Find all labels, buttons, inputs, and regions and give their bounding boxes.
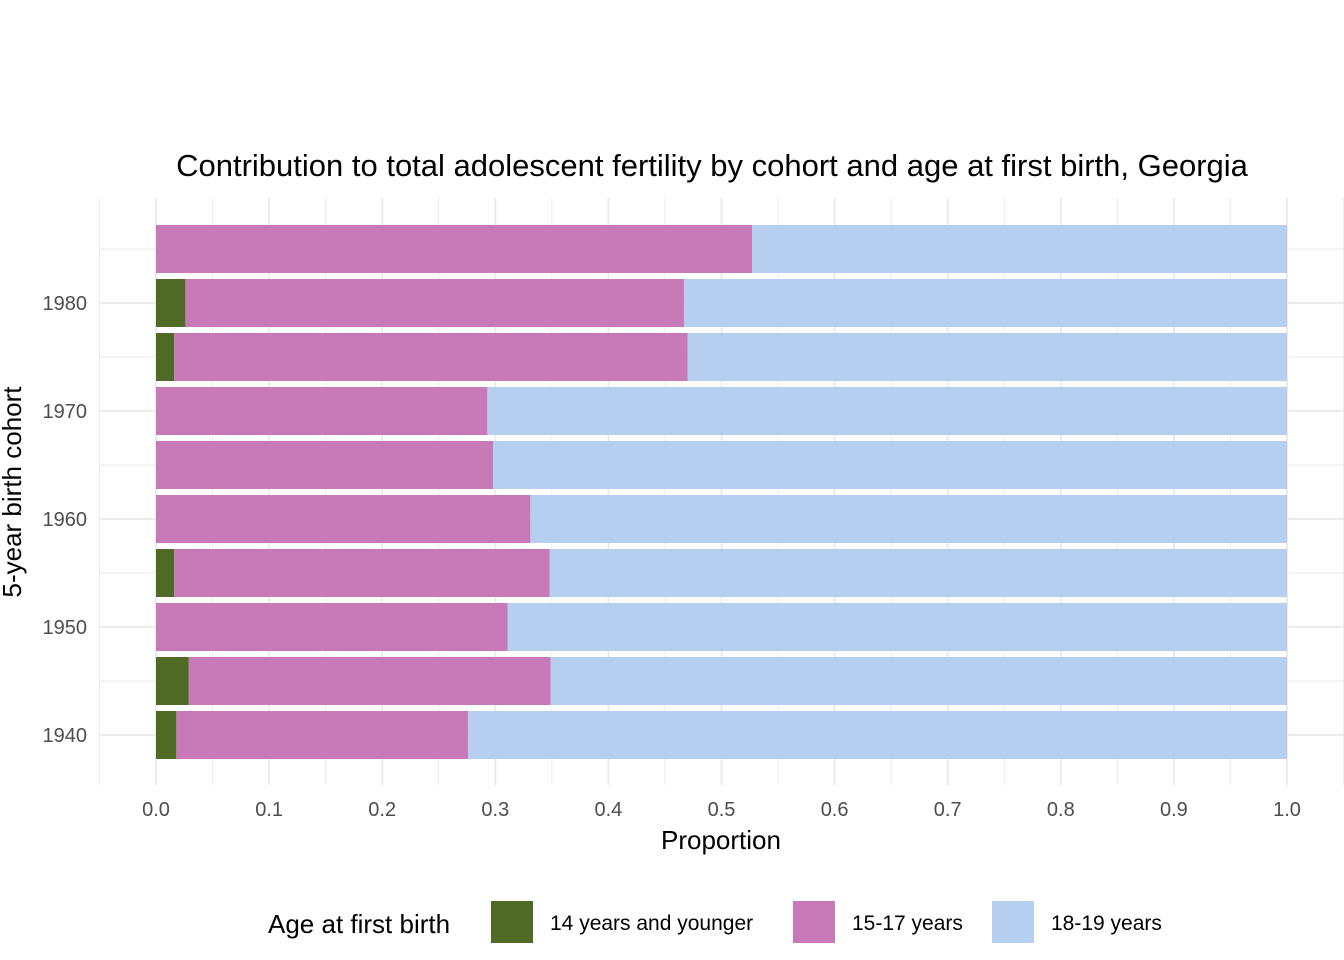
y-tick-label: 1970: [43, 401, 88, 423]
bar-1965-series-1: [156, 441, 494, 489]
y-tick-label: 1960: [43, 509, 88, 531]
legend-swatch: [491, 901, 533, 943]
y-tick-label: 1950: [43, 617, 88, 639]
y-axis-label: 5-year birth cohort: [0, 386, 27, 598]
x-tick-label: 0.0: [142, 799, 170, 821]
legend-swatch: [793, 901, 835, 943]
legend-title: Age at first birth: [268, 909, 450, 939]
bar-1955-series-0: [156, 549, 175, 597]
legend-swatch: [992, 901, 1034, 943]
bar-1980-series-1: [185, 279, 685, 327]
bar-1960-series-1: [156, 495, 531, 543]
y-tick-label: 1940: [43, 725, 88, 747]
x-tick-labels: 0.0 0.1 0.2 0.3 0.4 0.5 0.6 0.7 0.8 0.9 1.0: [142, 799, 1301, 821]
bar-1945-series-0: [156, 657, 189, 705]
legend-label: 14 years and younger: [550, 912, 753, 935]
x-tick-label: 0.8: [1047, 799, 1075, 821]
bar-1955-series-2: [549, 549, 1287, 597]
legend-label: 18-19 years: [1051, 912, 1162, 935]
bar-1960-series-2: [530, 495, 1287, 543]
bar-1980-series-0: [156, 279, 186, 327]
bar-1985-series-1: [156, 225, 753, 273]
bar-1945-series-1: [188, 657, 551, 705]
x-tick-label: 0.2: [368, 799, 396, 821]
x-tick-label: 0.4: [594, 799, 622, 821]
legend-label: 15-17 years: [852, 912, 963, 935]
bar-1980-series-2: [684, 279, 1287, 327]
y-tick-labels: 1940 1950 1960 1970 1980: [43, 293, 88, 747]
x-tick-label: 0.3: [481, 799, 509, 821]
bar-1975-series-2: [687, 333, 1287, 381]
bar-1950-series-2: [507, 603, 1288, 651]
x-tick-label: 0.1: [255, 799, 283, 821]
bar-1970-series-1: [156, 387, 488, 435]
x-tick-label: 0.5: [708, 799, 736, 821]
bar-1940-series-0: [156, 711, 177, 759]
bar-1975-series-1: [174, 333, 688, 381]
chart-title: Contribution to total adolescent fertili…: [176, 148, 1249, 183]
x-tick-label: 0.9: [1160, 799, 1188, 821]
bar-1975-series-0: [156, 333, 175, 381]
bar-1965-series-2: [493, 441, 1288, 489]
x-tick-label: 1.0: [1273, 799, 1301, 821]
bar-1985-series-2: [752, 225, 1287, 273]
bar-1940-series-2: [468, 711, 1287, 759]
x-axis-label: Proportion: [661, 825, 781, 855]
bars: [156, 225, 1288, 759]
bar-1970-series-2: [487, 387, 1287, 435]
bar-1945-series-2: [550, 657, 1287, 705]
bar-1950-series-1: [156, 603, 508, 651]
bar-1955-series-1: [174, 549, 550, 597]
x-tick-label: 0.6: [821, 799, 849, 821]
legend: Age at first birth 14 years and younger 1…: [268, 901, 1162, 943]
y-tick-label: 1980: [43, 293, 88, 315]
bar-1940-series-1: [176, 711, 469, 759]
x-tick-label: 0.7: [934, 799, 962, 821]
